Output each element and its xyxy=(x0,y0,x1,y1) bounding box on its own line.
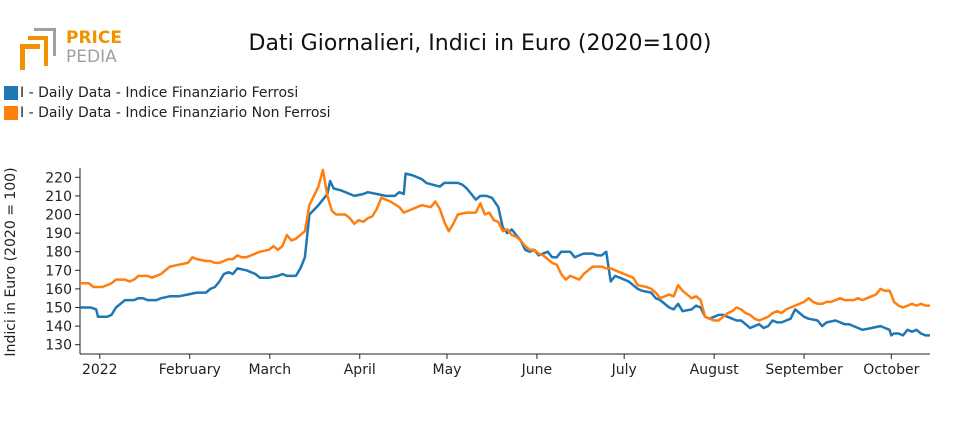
pricepedia-logo-mark: PRICE PEDIA xyxy=(20,28,122,70)
legend-label-non-ferrosi: I - Daily Data - Indice Finanziario Non … xyxy=(20,105,331,121)
series-line-ferrosi[interactable] xyxy=(80,172,930,337)
axes: 130 140 150 160 170 180 190 200 210 220 2022 Februa… xyxy=(45,168,930,378)
legend-item-ferrosi[interactable]: I - Daily Data - Indice Finanziario Ferr… xyxy=(4,85,298,101)
chart-title: Dati Giornalieri, Indici in Euro (2020=1… xyxy=(248,31,712,56)
y-tick-label: 150 xyxy=(45,301,72,317)
x-tick-label: September xyxy=(765,362,843,378)
legend-item-non-ferrosi[interactable]: I - Daily Data - Indice Finanziario Non … xyxy=(4,105,331,121)
y-tick-label: 200 xyxy=(45,208,72,224)
legend-swatch-non-ferrosi xyxy=(4,106,18,120)
x-tick-label: May xyxy=(433,362,462,378)
x-tick-label: July xyxy=(611,362,637,378)
series-layer xyxy=(80,168,930,337)
series-line-non-ferrosi[interactable] xyxy=(80,168,930,322)
x-tick-label: February xyxy=(159,362,221,378)
y-tick-label: 160 xyxy=(45,282,72,298)
legend-swatch-ferrosi xyxy=(4,86,18,100)
y-axis-title: Indici in Euro (2020 = 100) xyxy=(3,167,19,356)
logo-text-price: PRICE xyxy=(66,28,122,48)
legend-label-ferrosi: I - Daily Data - Indice Finanziario Ferr… xyxy=(20,85,299,101)
y-tick-label: 170 xyxy=(45,263,72,279)
x-tick-label: 2022 xyxy=(82,362,118,378)
y-tick-label: 140 xyxy=(45,319,72,335)
x-tick-label: October xyxy=(863,362,919,378)
y-tick-label: 210 xyxy=(45,189,72,205)
y-tick-label: 130 xyxy=(45,338,72,354)
pricepedia-logo[interactable]: PRICE PEDIA xyxy=(18,22,128,74)
x-tick-label: April xyxy=(344,362,376,378)
y-tick-label: 180 xyxy=(45,245,72,261)
x-tick-label: March xyxy=(248,362,291,378)
y-tick-label: 190 xyxy=(45,226,72,242)
x-tick-label: June xyxy=(521,362,553,378)
logo-text-pedia: PEDIA xyxy=(66,47,117,67)
x-tick-label: August xyxy=(690,362,740,378)
y-tick-label: 220 xyxy=(45,170,72,186)
